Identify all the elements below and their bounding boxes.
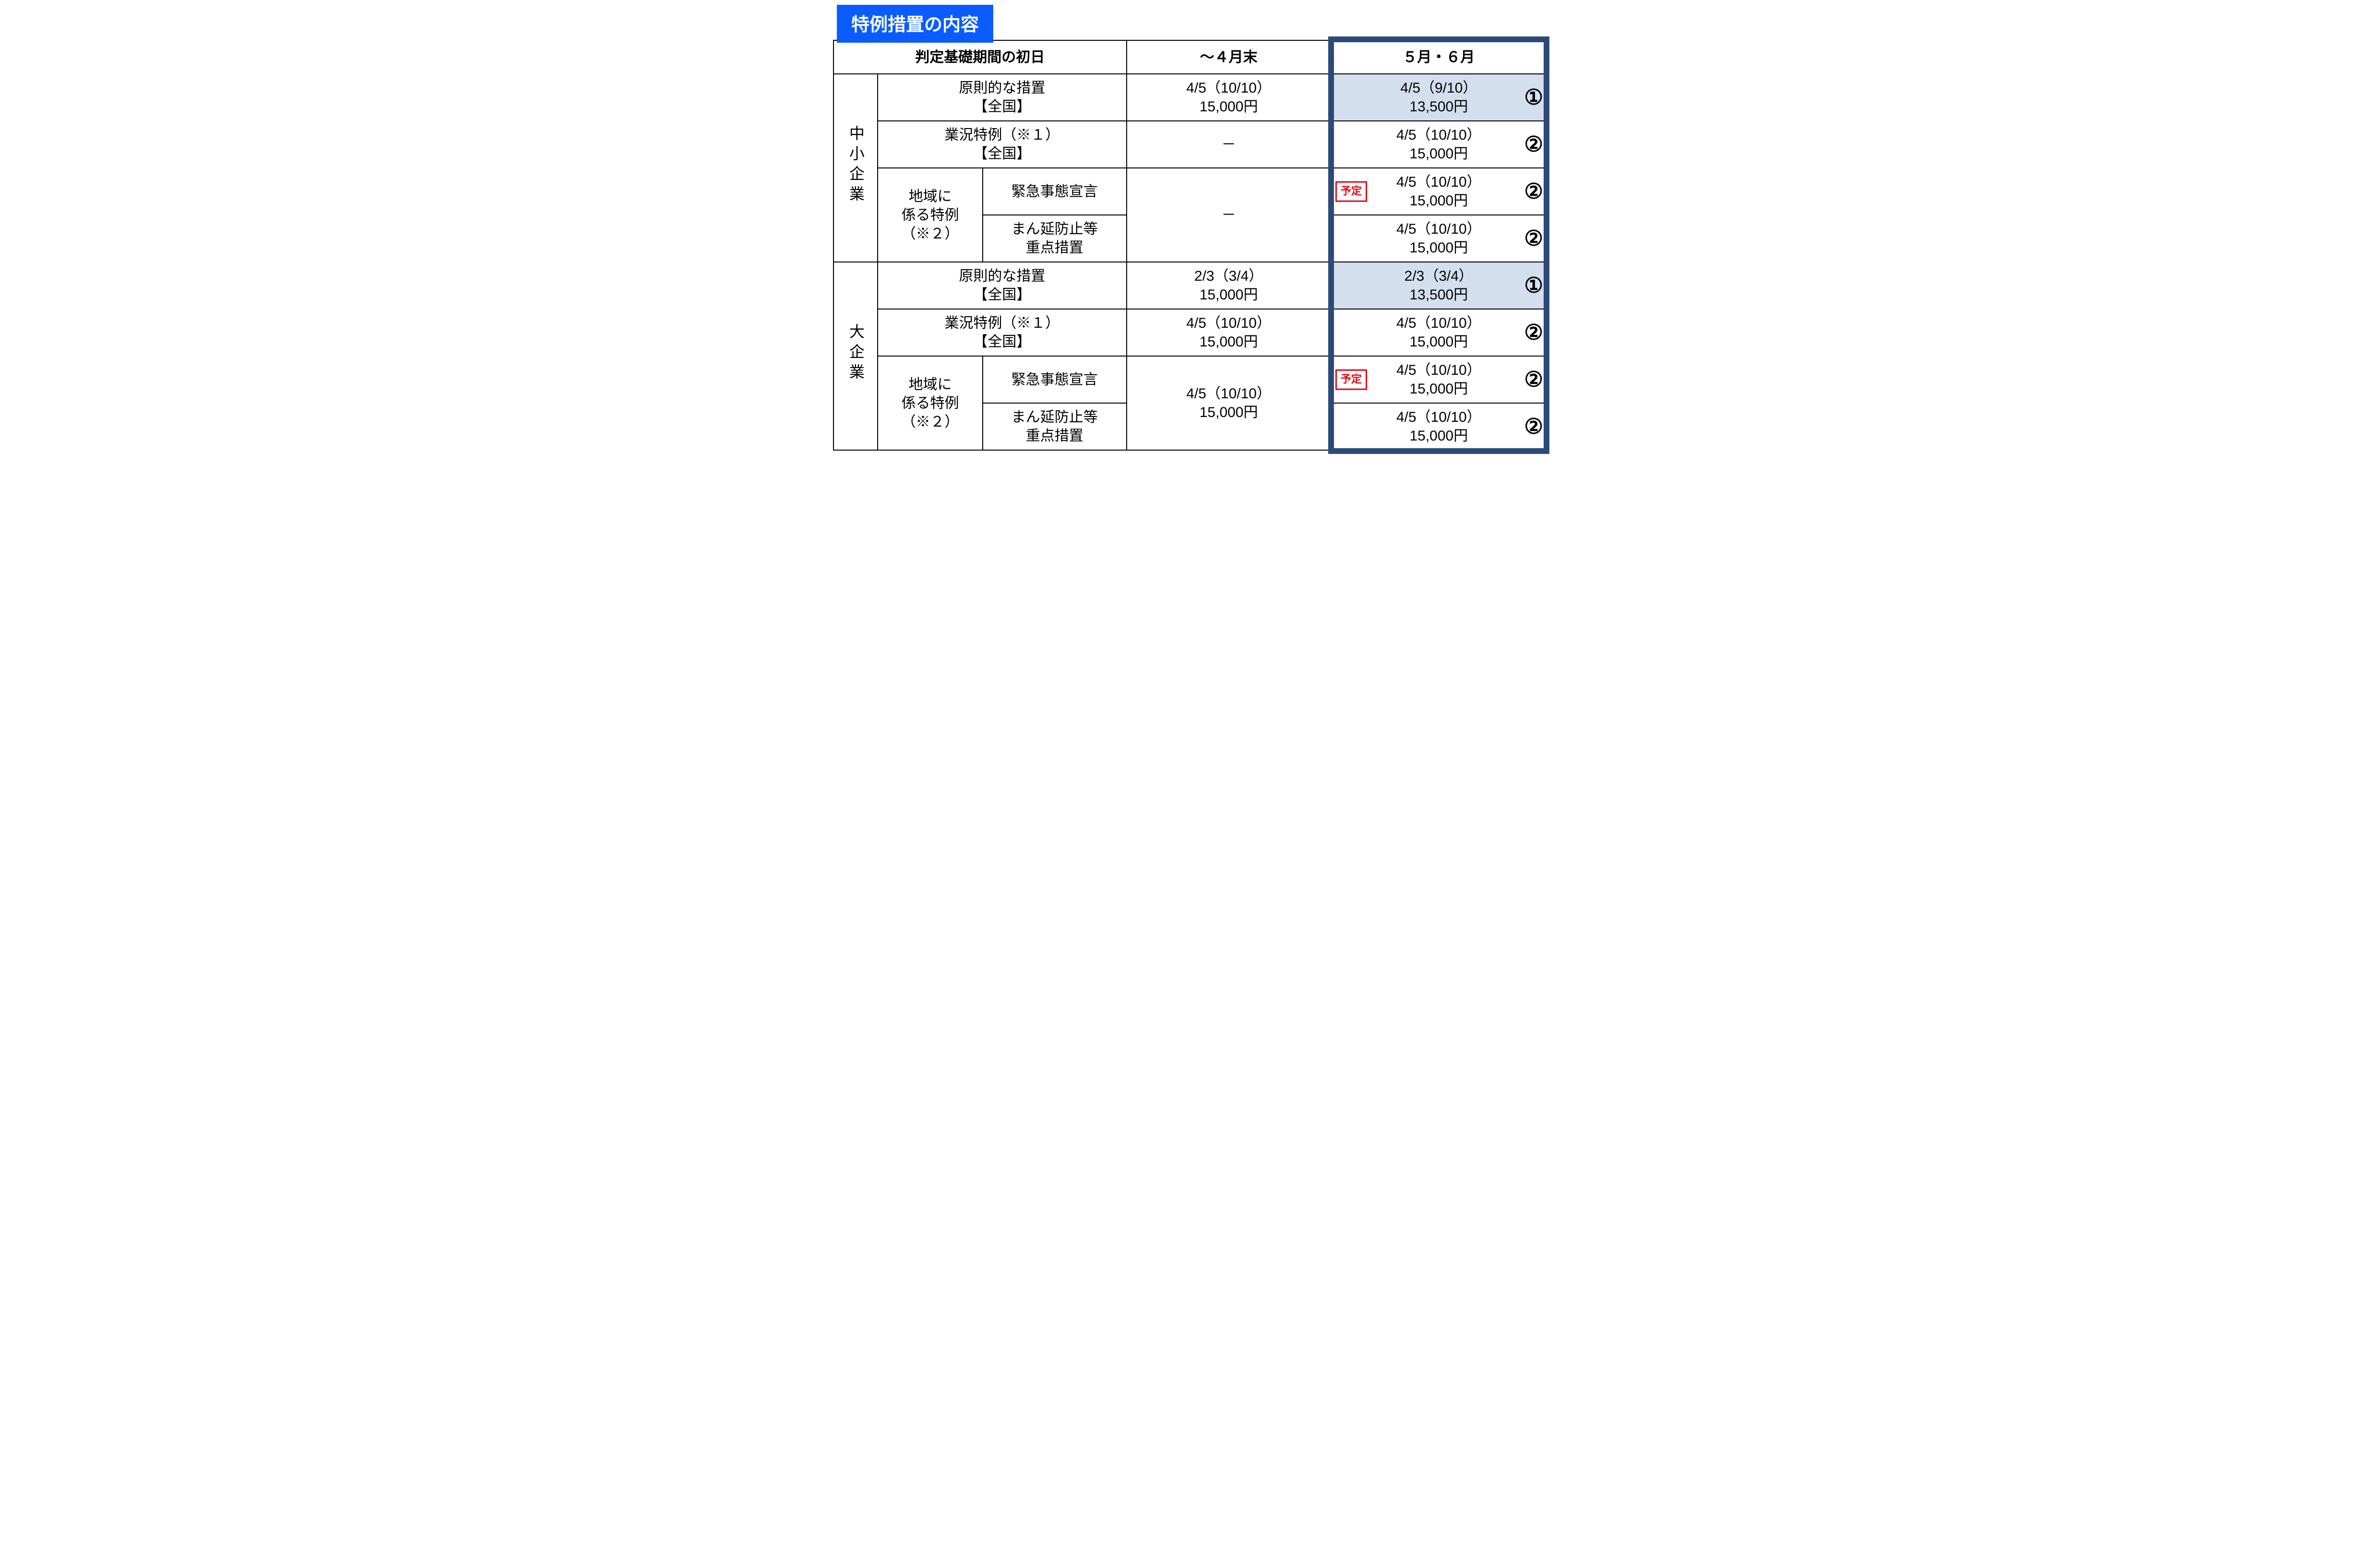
value-line: 15,000円 [1200, 405, 1258, 420]
rowlabel-gyokyo: 業況特例（※１） 【全国】 [878, 309, 1126, 356]
label-line: 係る特例 [902, 207, 959, 223]
label-line: （※２） [902, 414, 959, 430]
label-line: 業況特例（※１） [944, 315, 1059, 331]
rowlabel-kinkyu: 緊急事態宣言 [983, 356, 1127, 403]
cell-lg-gyokyo-a: 4/5（10/10） 15,000円 [1127, 309, 1331, 356]
cell-sme-principle-a: 4/5（10/10） 15,000円 [1127, 74, 1331, 121]
rowlabel-region: 地域に 係る特例 （※２） [878, 356, 983, 450]
value-line: 15,000円 [1200, 334, 1258, 350]
value-line: 15,000円 [1200, 99, 1258, 115]
value-line: 15,000円 [1409, 193, 1468, 209]
label-line: 重点措置 [1026, 428, 1083, 444]
cell-lg-principle-a: 2/3（3/4） 15,000円 [1127, 262, 1331, 309]
label-line: 業況特例（※１） [944, 127, 1059, 143]
cell-sme-gyokyo-b: 4/5（10/10） 15,000円 ② [1331, 121, 1547, 168]
table-row: 業況特例（※１） 【全国】 － 4/5（10/10） 15,000円 ② [833, 121, 1547, 168]
rowlabel-manen: まん延防止等 重点措置 [983, 403, 1127, 450]
label-line: （※２） [902, 226, 959, 242]
value-line: 2/3（3/4） [1194, 268, 1263, 284]
circled-mark: ② [1524, 413, 1543, 440]
label-line: 【全国】 [973, 99, 1031, 115]
value-line: 15,000円 [1200, 287, 1258, 303]
group-sme: 中小企業 [833, 74, 878, 262]
cell-sme-manen-b: 4/5（10/10） 15,000円 ② [1331, 215, 1547, 262]
label-line: 地域に [909, 377, 952, 393]
rowlabel-region: 地域に 係る特例 （※２） [878, 168, 983, 262]
table-row: 大企業 原則的な措置 【全国】 2/3（3/4） 15,000円 2/3（3/4… [833, 262, 1547, 309]
circled-mark: ② [1524, 131, 1543, 158]
title-banner: 特例措置の内容 [837, 5, 993, 43]
cell-sme-region-a: － [1127, 168, 1331, 262]
label-line: 【全国】 [973, 146, 1031, 162]
value-line: 15,000円 [1409, 240, 1468, 256]
value-line: 2/3（3/4） [1404, 268, 1473, 284]
group-large: 大企業 [833, 262, 878, 450]
header-col-a: ～４月末 [1127, 40, 1331, 74]
label-line: 原則的な措置 [959, 268, 1045, 284]
label-line: 【全国】 [973, 287, 1031, 303]
value-line: 4/5（10/10） [1396, 315, 1481, 331]
value-line: 4/5（10/10） [1396, 221, 1481, 237]
label-line: 重点措置 [1026, 240, 1083, 256]
cell-sme-gyokyo-a: － [1127, 121, 1331, 168]
label-line: 【全国】 [973, 334, 1031, 350]
yotei-badge: 予定 [1335, 181, 1367, 202]
group-large-label: 大企業 [845, 323, 866, 384]
label-line: 原則的な措置 [959, 80, 1045, 96]
rowlabel-principle: 原則的な措置 【全国】 [878, 74, 1126, 121]
value-line: 4/5（10/10） [1396, 127, 1481, 143]
value-line: 15,000円 [1409, 428, 1468, 444]
table-row: 地域に 係る特例 （※２） 緊急事態宣言 4/5（10/10） 15,000円 … [833, 356, 1547, 403]
circled-mark: ② [1524, 319, 1543, 346]
cell-sme-kinkyu-b: 予定 4/5（10/10） 15,000円 ② [1331, 168, 1547, 215]
cell-lg-gyokyo-b: 4/5（10/10） 15,000円 ② [1331, 309, 1547, 356]
circled-mark: ② [1524, 366, 1543, 393]
measures-table: 判定基礎期間の初日 ～４月末 ５月・６月 中小企業 原則的な措置 【全国】 4/… [833, 40, 1547, 451]
table-row: 地域に 係る特例 （※２） 緊急事態宣言 － 予定 4/5（10/10） 15,… [833, 168, 1547, 215]
value-line: 4/5（10/10） [1396, 174, 1481, 190]
rowlabel-manen: まん延防止等 重点措置 [983, 215, 1127, 262]
cell-sme-principle-b: 4/5（9/10） 13,500円 ① [1331, 74, 1547, 121]
table-row: 中小企業 原則的な措置 【全国】 4/5（10/10） 15,000円 4/5（… [833, 74, 1547, 121]
rowlabel-gyokyo: 業況特例（※１） 【全国】 [878, 121, 1126, 168]
value-line: 4/5（9/10） [1400, 80, 1477, 96]
label-line: まん延防止等 [1012, 221, 1098, 237]
rowlabel-principle: 原則的な措置 【全国】 [878, 262, 1126, 309]
circled-mark: ② [1524, 225, 1543, 252]
circled-mark: ① [1524, 83, 1543, 111]
value-line: 13,500円 [1409, 99, 1468, 115]
group-sme-label: 中小企業 [845, 125, 866, 206]
value-line: 4/5（10/10） [1396, 362, 1481, 378]
rowlabel-kinkyu: 緊急事態宣言 [983, 168, 1127, 215]
label-line: まん延防止等 [1012, 409, 1098, 425]
header-col-b: ５月・６月 [1331, 40, 1547, 74]
circled-mark: ① [1524, 272, 1543, 299]
cell-lg-manen-b: 4/5（10/10） 15,000円 ② [1331, 403, 1547, 450]
yotei-badge: 予定 [1335, 369, 1367, 390]
table-row: 業況特例（※１） 【全国】 4/5（10/10） 15,000円 4/5（10/… [833, 309, 1547, 356]
header-rowlabel: 判定基礎期間の初日 [833, 40, 1127, 74]
label-line: 係る特例 [902, 395, 959, 411]
value-line: 4/5（10/10） [1186, 386, 1271, 402]
label-line: 地域に [909, 189, 952, 204]
cell-lg-principle-b: 2/3（3/4） 13,500円 ① [1331, 262, 1547, 309]
circled-mark: ② [1524, 178, 1543, 205]
cell-lg-kinkyu-b: 予定 4/5（10/10） 15,000円 ② [1331, 356, 1547, 403]
value-line: 15,000円 [1409, 146, 1468, 162]
value-line: 4/5（10/10） [1186, 80, 1271, 96]
value-line: 4/5（10/10） [1396, 409, 1481, 425]
value-line: 13,500円 [1409, 287, 1468, 303]
value-line: 4/5（10/10） [1186, 315, 1271, 331]
value-line: 15,000円 [1409, 381, 1468, 397]
value-line: 15,000円 [1409, 334, 1468, 350]
table-header-row: 判定基礎期間の初日 ～４月末 ５月・６月 [833, 40, 1547, 74]
cell-lg-region-a: 4/5（10/10） 15,000円 [1127, 356, 1331, 450]
